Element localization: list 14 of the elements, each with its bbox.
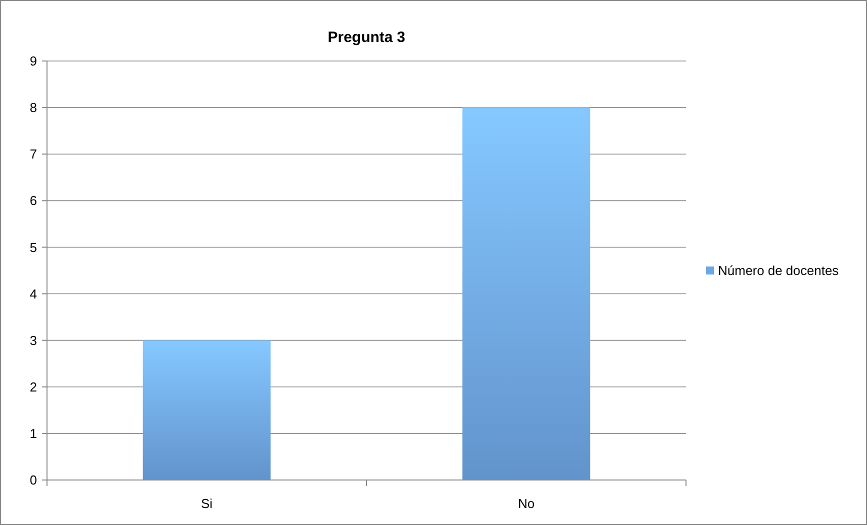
y-tick-label: 2 — [30, 379, 37, 394]
y-tick-label: 5 — [30, 240, 37, 255]
y-tick-label: 7 — [30, 146, 37, 162]
y-tick-label: 6 — [30, 193, 37, 208]
chart-title: Pregunta 3 — [328, 29, 406, 46]
y-tick-label: 3 — [30, 332, 37, 348]
legend-label: Número de docentes — [718, 263, 840, 278]
y-tick-label: 8 — [30, 100, 37, 116]
y-tick-label: 1 — [30, 426, 37, 441]
y-tick-label: 0 — [30, 472, 37, 488]
x-tick-label: Si — [200, 496, 213, 511]
x-tick-label: No — [518, 496, 535, 511]
y-tick-label: 4 — [30, 286, 37, 302]
y-tick-label: 9 — [30, 54, 37, 69]
